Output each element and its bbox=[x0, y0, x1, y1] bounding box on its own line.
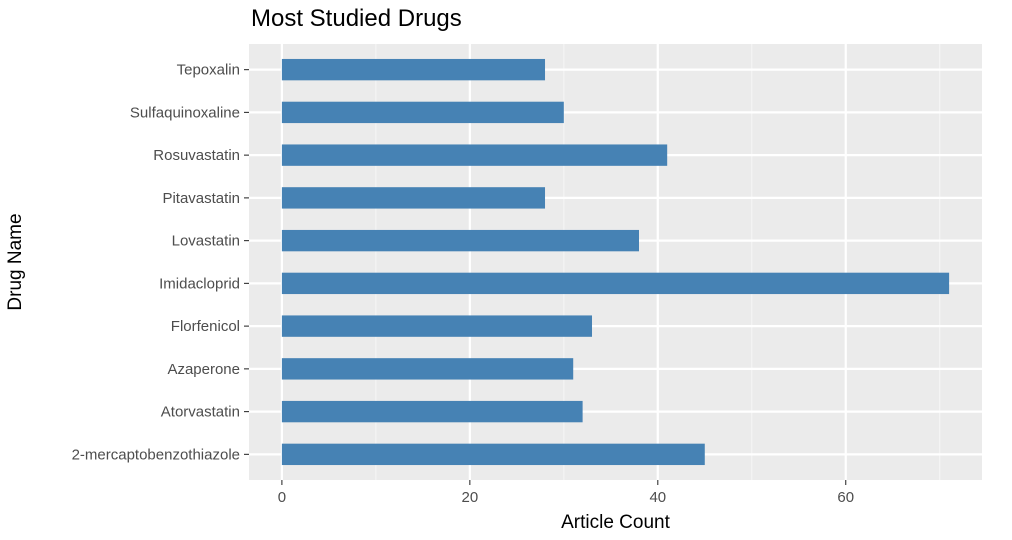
y-axis: 2-mercaptobenzothiazole Atorvastatin Azape… bbox=[72, 62, 249, 463]
bar bbox=[281, 229, 639, 252]
y-tick-label: Pitavastatin bbox=[162, 190, 240, 207]
y-tick-label: Tepoxalin bbox=[177, 62, 240, 79]
x-tick-label: 60 bbox=[837, 489, 854, 506]
bars bbox=[281, 58, 950, 466]
bar bbox=[281, 315, 593, 337]
y-tick-label: Sulfaquinoxaline bbox=[130, 104, 240, 121]
y-tick-label: Imidacloprid bbox=[159, 275, 240, 292]
y-tick-label: Florfenicol bbox=[171, 318, 240, 335]
x-axis-title: Article Count bbox=[561, 512, 670, 533]
y-tick-label: Azaperone bbox=[167, 361, 240, 378]
bar bbox=[281, 101, 564, 124]
bar bbox=[281, 358, 574, 380]
x-tick-label: 40 bbox=[649, 489, 666, 506]
bar bbox=[281, 443, 705, 466]
bar bbox=[281, 58, 546, 81]
y-tick-label: Lovastatin bbox=[172, 233, 240, 250]
bar bbox=[281, 144, 668, 166]
y-tick-label: Atorvastatin bbox=[161, 404, 240, 421]
x-tick-label: 0 bbox=[278, 489, 286, 506]
y-tick-label: 2-mercaptobenzothiazole bbox=[72, 446, 240, 463]
y-axis-title: Drug Name bbox=[5, 213, 26, 310]
chart-title: Most Studied Drugs bbox=[251, 5, 462, 32]
bar bbox=[281, 187, 546, 209]
bar bbox=[281, 272, 950, 295]
bar bbox=[281, 400, 583, 423]
x-axis: 0 20 40 60 bbox=[278, 480, 854, 506]
y-tick-label: Rosuvastatin bbox=[153, 147, 240, 164]
x-tick-label: 20 bbox=[461, 489, 478, 506]
